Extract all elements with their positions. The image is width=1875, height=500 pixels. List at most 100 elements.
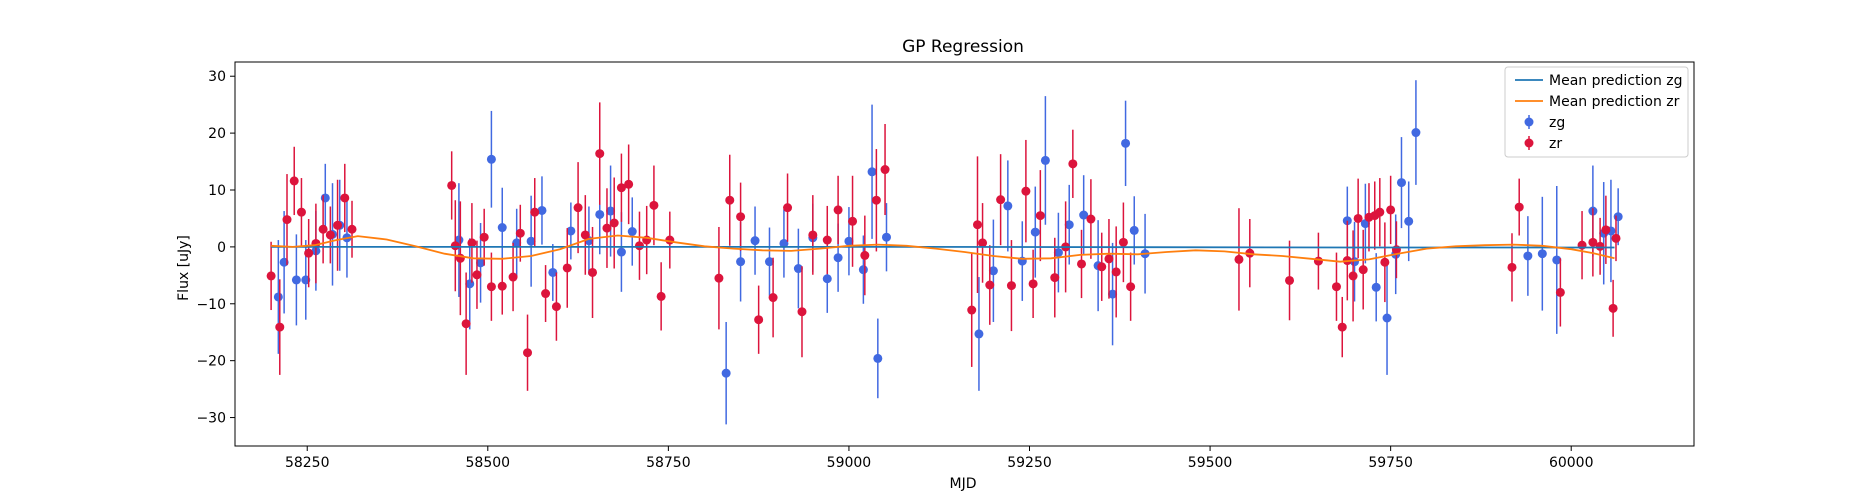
x-tick-label: 58750 xyxy=(646,455,691,471)
x-tick-label: 60000 xyxy=(1549,455,1594,471)
data-point xyxy=(1588,237,1598,247)
data-point xyxy=(1348,271,1358,281)
data-point xyxy=(497,281,507,291)
data-point xyxy=(1030,227,1040,237)
data-point xyxy=(1068,159,1078,169)
data-point xyxy=(515,228,525,238)
data-point xyxy=(1371,282,1381,292)
data-point xyxy=(530,207,540,217)
data-point xyxy=(486,282,496,292)
data-point xyxy=(1350,257,1360,267)
data-point xyxy=(1285,275,1295,285)
data-point xyxy=(1097,262,1107,272)
data-point xyxy=(304,248,314,258)
data-point xyxy=(736,257,746,267)
x-tick-label: 59000 xyxy=(827,455,872,471)
data-point xyxy=(318,224,328,234)
data-point xyxy=(616,183,626,193)
data-point xyxy=(858,265,868,275)
data-point xyxy=(1601,225,1611,235)
data-point xyxy=(1064,220,1074,230)
data-point xyxy=(1028,279,1038,289)
data-point xyxy=(1234,254,1244,264)
data-point xyxy=(588,267,598,277)
data-point xyxy=(526,236,536,246)
data-point xyxy=(340,193,350,203)
data-point xyxy=(714,273,724,283)
data-point xyxy=(1375,207,1385,217)
x-tick-label: 59500 xyxy=(1188,455,1233,471)
legend-label: zr xyxy=(1549,136,1562,152)
data-point xyxy=(562,263,572,273)
x-tick-label: 58250 xyxy=(285,455,330,471)
data-point xyxy=(793,264,803,274)
data-point xyxy=(867,167,877,177)
data-point xyxy=(1077,259,1087,269)
data-point xyxy=(486,154,496,164)
legend-marker-swatch xyxy=(1524,117,1534,127)
y-tick-label: −10 xyxy=(196,297,226,313)
data-point xyxy=(1608,303,1618,313)
data-point xyxy=(1353,213,1363,223)
data-point xyxy=(1006,281,1016,291)
data-point xyxy=(580,230,590,240)
data-point xyxy=(1386,205,1396,215)
data-point xyxy=(996,195,1006,205)
data-point xyxy=(541,289,551,299)
data-point xyxy=(1514,202,1524,212)
data-point xyxy=(624,179,634,189)
data-point xyxy=(609,218,619,228)
data-point xyxy=(721,368,731,378)
series-zg xyxy=(273,80,1623,425)
data-point xyxy=(974,329,984,339)
data-point xyxy=(985,280,995,290)
data-point xyxy=(497,223,507,233)
data-point xyxy=(1003,201,1013,211)
data-point xyxy=(523,348,533,358)
data-point xyxy=(988,266,998,276)
data-point xyxy=(833,205,843,215)
data-point xyxy=(881,232,891,242)
data-point xyxy=(320,193,330,203)
data-point xyxy=(1523,251,1533,261)
legend-marker-swatch xyxy=(1524,138,1534,148)
data-point xyxy=(764,257,774,267)
data-point xyxy=(1313,256,1323,266)
data-point xyxy=(1108,289,1118,299)
data-point xyxy=(1396,178,1406,188)
data-point xyxy=(736,212,746,222)
data-point xyxy=(797,307,807,317)
data-point xyxy=(616,247,626,257)
data-point xyxy=(347,224,357,234)
data-point xyxy=(656,291,666,301)
data-point xyxy=(1404,216,1414,226)
data-point xyxy=(1118,237,1128,247)
data-point xyxy=(275,322,285,332)
data-point xyxy=(1121,138,1131,148)
mean-line-Mean prediction zr xyxy=(271,234,1615,263)
data-point xyxy=(822,274,832,284)
legend-label: zg xyxy=(1549,115,1565,131)
legend-label: Mean prediction zg xyxy=(1549,73,1683,89)
data-point xyxy=(266,271,276,281)
data-point xyxy=(1035,211,1045,221)
data-point xyxy=(1331,282,1341,292)
data-point xyxy=(1613,212,1623,222)
data-point xyxy=(1126,282,1136,292)
data-point xyxy=(479,232,489,242)
data-point xyxy=(873,353,883,363)
data-point xyxy=(537,205,547,215)
legend-box xyxy=(1504,66,1689,158)
series-zr xyxy=(266,102,1621,391)
data-point xyxy=(833,253,843,263)
data-point xyxy=(754,315,764,325)
data-point xyxy=(291,275,301,285)
data-point xyxy=(1382,313,1392,323)
data-point xyxy=(282,215,292,225)
data-point xyxy=(472,270,482,280)
data-point xyxy=(750,236,760,246)
data-point xyxy=(1053,248,1063,258)
data-point xyxy=(602,223,612,233)
data-point xyxy=(606,206,616,216)
